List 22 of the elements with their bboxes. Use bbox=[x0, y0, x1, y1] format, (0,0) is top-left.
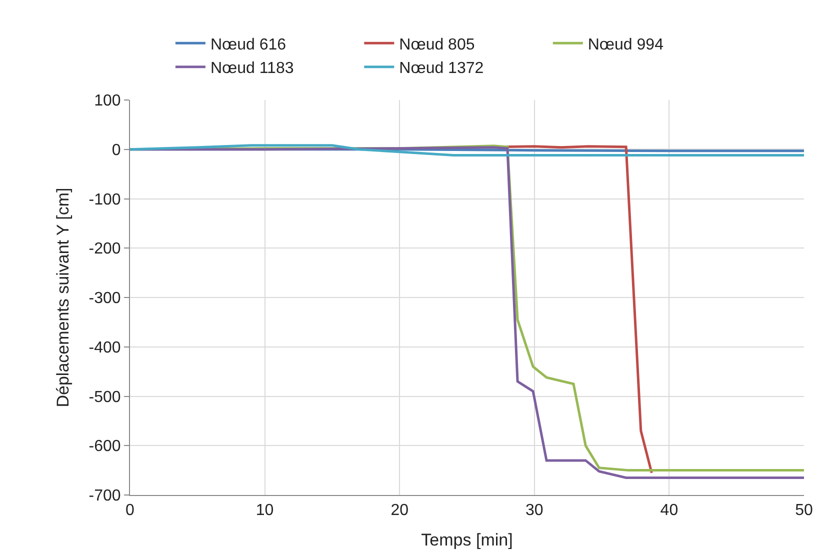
legend-label: Nœud 994 bbox=[588, 36, 664, 54]
legend-label: Nœud 616 bbox=[210, 36, 286, 54]
y-tick-label: 100 bbox=[94, 92, 121, 110]
y-tick-label: -400 bbox=[88, 339, 121, 356]
x-tick-label: 20 bbox=[390, 502, 409, 520]
y-tick-label: -200 bbox=[88, 240, 121, 258]
y-axis-title: Déplacements suivant Y [cm] bbox=[53, 188, 72, 408]
legend-label: Nœud 1372 bbox=[399, 60, 484, 78]
y-tick-label: -100 bbox=[88, 191, 121, 208]
x-tick-label: 50 bbox=[795, 502, 813, 520]
y-tick-label: -600 bbox=[88, 438, 121, 456]
x-axis-title: Temps [min] bbox=[421, 530, 513, 550]
legend-label: Nœud 1183 bbox=[210, 60, 294, 78]
x-tick-label: 40 bbox=[660, 502, 678, 520]
x-tick-label: 30 bbox=[526, 502, 544, 520]
y-tick-label: -700 bbox=[88, 488, 121, 505]
x-tick-label: 0 bbox=[126, 502, 135, 520]
y-tick-label: -300 bbox=[88, 290, 121, 308]
y-tick-label: -500 bbox=[88, 388, 121, 406]
y-tick-label: 0 bbox=[112, 142, 121, 159]
legend-label: Nœud 805 bbox=[399, 36, 475, 54]
x-tick-label: 10 bbox=[256, 502, 274, 520]
